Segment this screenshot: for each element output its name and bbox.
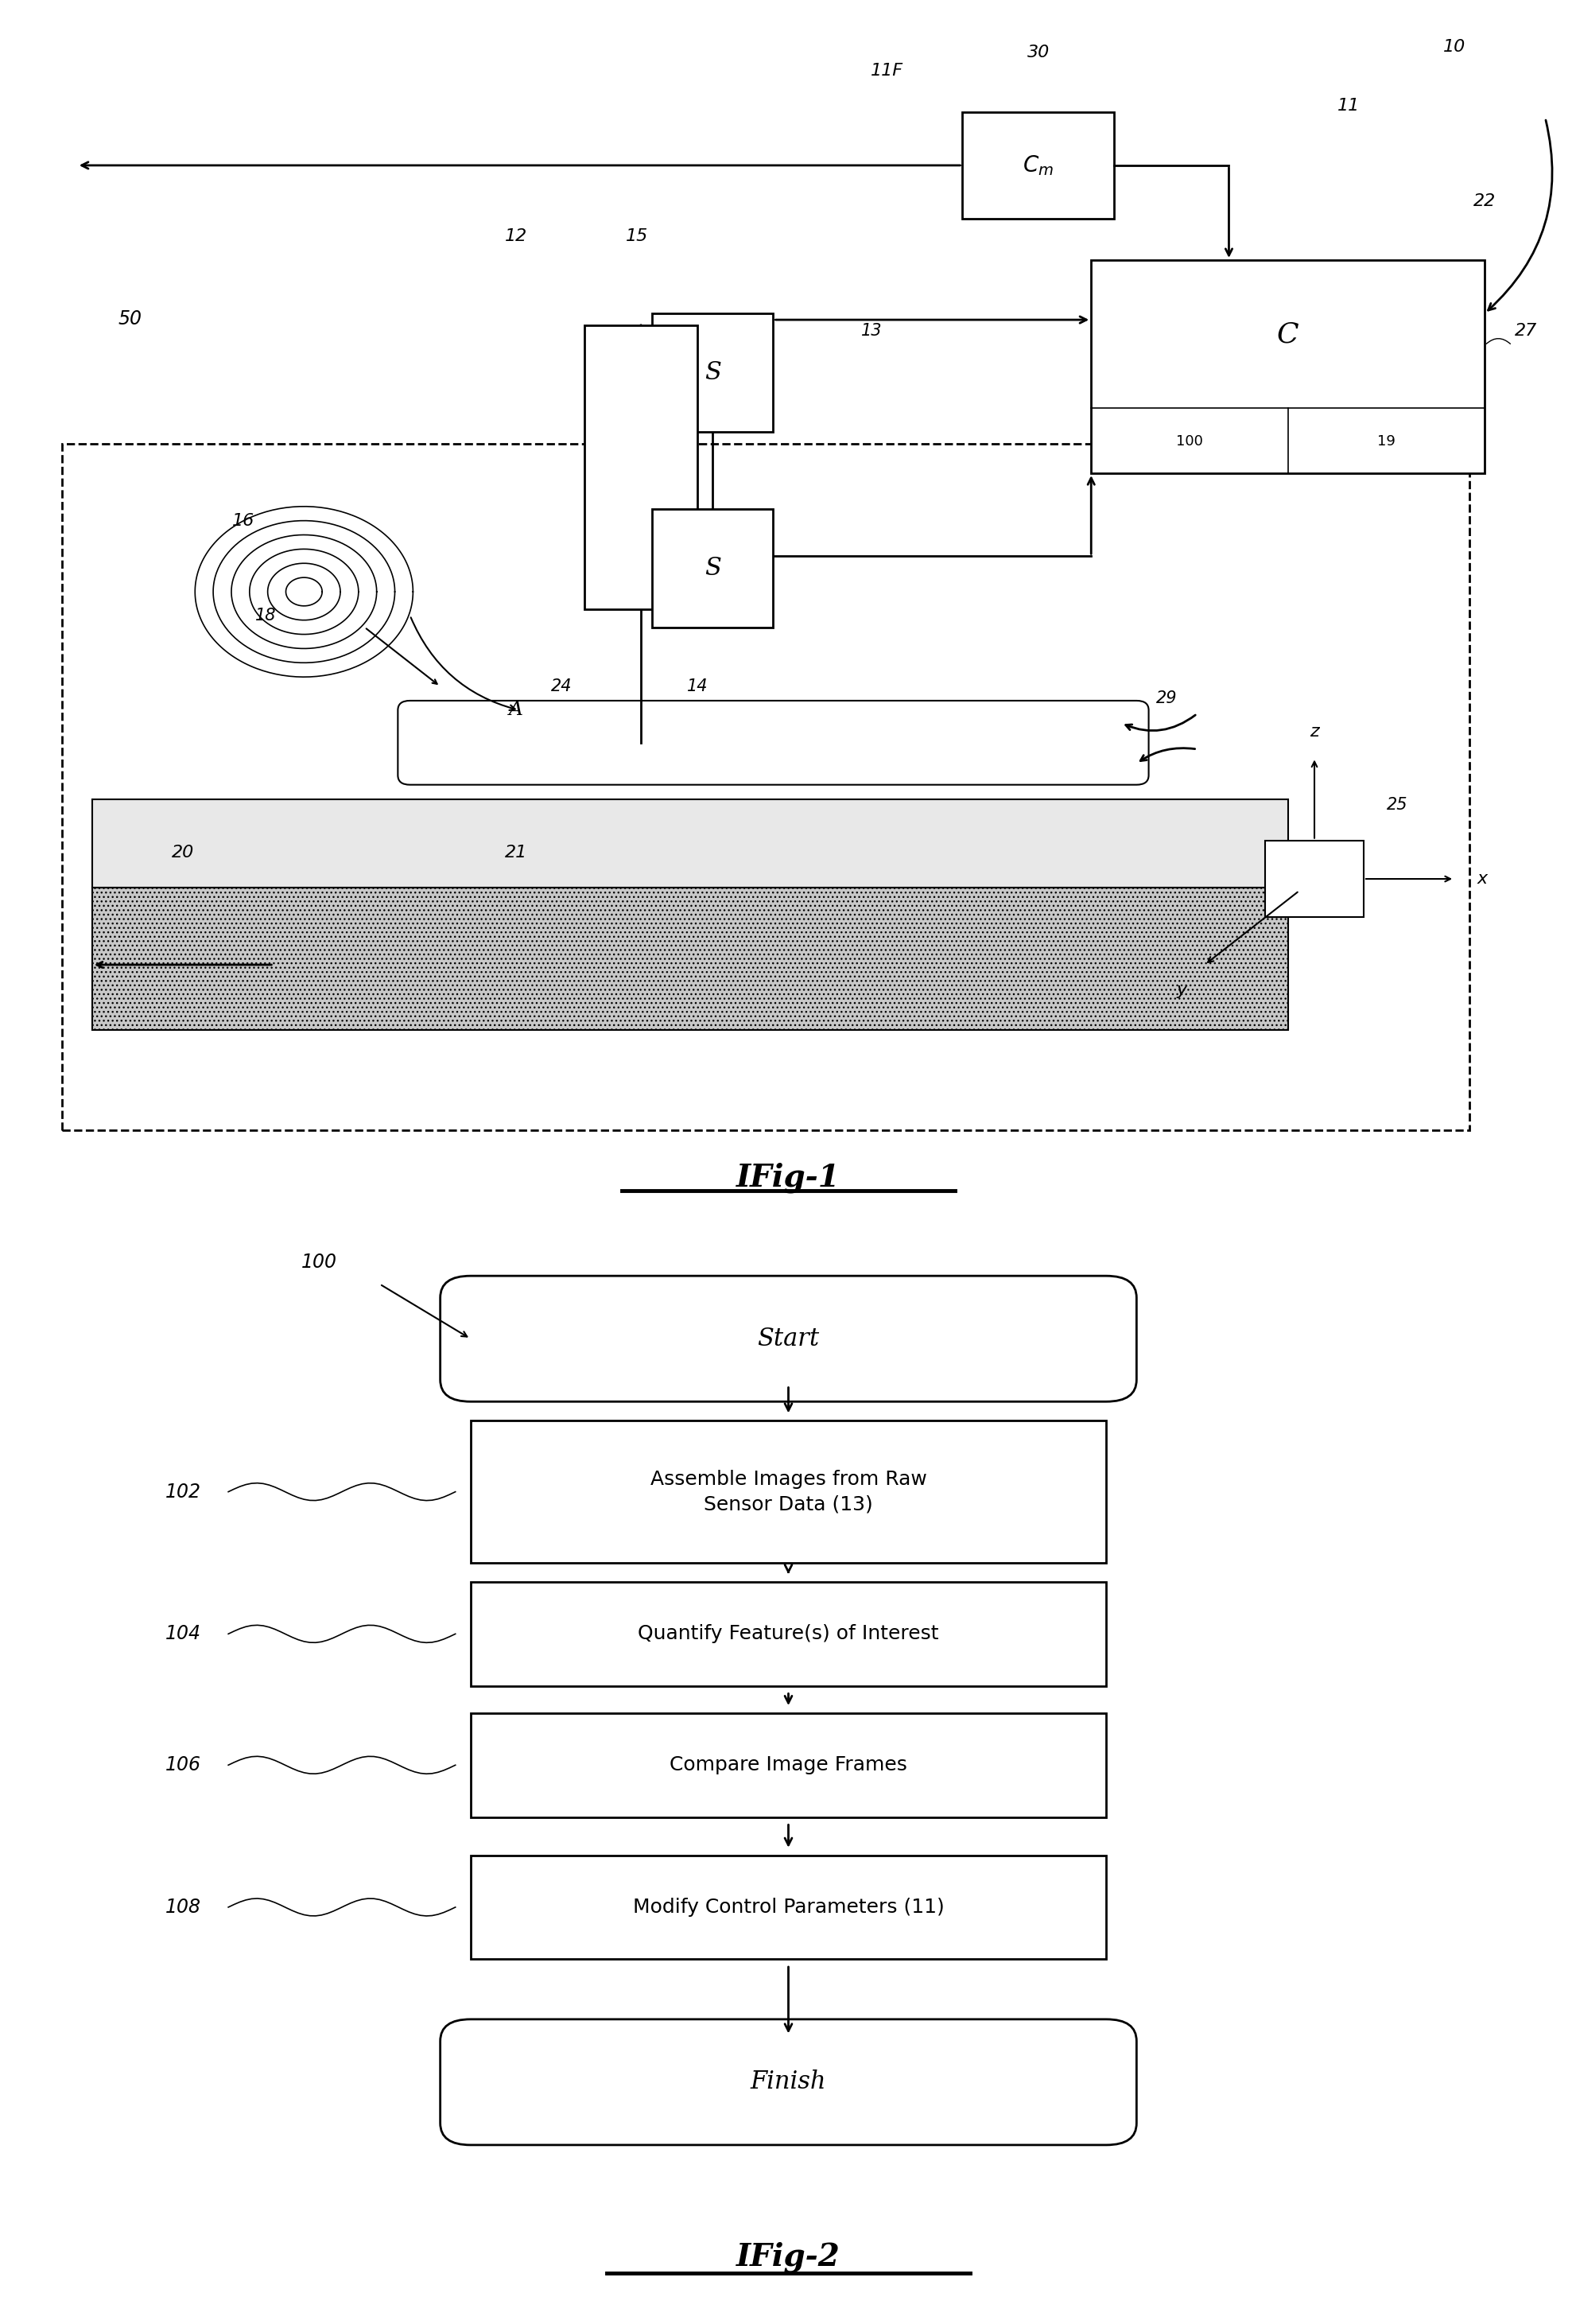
- Text: Finish: Finish: [750, 2071, 826, 2094]
- Text: 104: 104: [165, 1624, 200, 1643]
- FancyBboxPatch shape: [440, 1276, 1136, 1401]
- Text: Compare Image Frames: Compare Image Frames: [670, 1755, 906, 1776]
- Text: Start: Start: [756, 1327, 820, 1350]
- FancyBboxPatch shape: [1091, 260, 1485, 474]
- FancyBboxPatch shape: [470, 1855, 1106, 1959]
- Text: S: S: [704, 555, 720, 581]
- Text: 106: 106: [165, 1755, 200, 1776]
- Text: 11: 11: [1336, 98, 1359, 114]
- FancyBboxPatch shape: [397, 700, 1147, 786]
- Text: 22: 22: [1472, 193, 1496, 209]
- Text: 50: 50: [118, 309, 142, 330]
- FancyBboxPatch shape: [470, 1583, 1106, 1685]
- Text: y: y: [1176, 983, 1187, 999]
- Text: 15: 15: [626, 228, 648, 244]
- Text: 29: 29: [1155, 690, 1177, 706]
- FancyBboxPatch shape: [470, 1420, 1106, 1562]
- FancyBboxPatch shape: [583, 325, 697, 609]
- Text: 13: 13: [860, 323, 881, 339]
- Text: 14: 14: [687, 679, 708, 695]
- Text: 10: 10: [1442, 40, 1466, 56]
- Text: A: A: [509, 702, 523, 720]
- FancyBboxPatch shape: [91, 799, 1288, 888]
- Text: IFig-2: IFig-2: [736, 2243, 840, 2273]
- Text: 30: 30: [1026, 44, 1050, 60]
- Text: Assemble Images from Raw
Sensor Data (13): Assemble Images from Raw Sensor Data (13…: [649, 1469, 927, 1513]
- Text: 108: 108: [165, 1899, 200, 1917]
- FancyBboxPatch shape: [1264, 841, 1363, 918]
- FancyBboxPatch shape: [961, 112, 1113, 218]
- FancyBboxPatch shape: [91, 888, 1288, 1030]
- Text: IFig-1: IFig-1: [736, 1162, 840, 1192]
- FancyBboxPatch shape: [652, 509, 772, 627]
- Text: 100: 100: [301, 1253, 337, 1271]
- Text: z: z: [1310, 723, 1319, 739]
- Text: 25: 25: [1385, 797, 1407, 813]
- Text: 18: 18: [255, 607, 276, 623]
- Text: 19: 19: [1376, 435, 1395, 449]
- Text: 12: 12: [504, 228, 526, 244]
- Text: S: S: [704, 360, 720, 386]
- Text: x: x: [1477, 871, 1486, 888]
- Text: 11F: 11F: [870, 63, 903, 79]
- Text: 16: 16: [232, 514, 255, 528]
- FancyBboxPatch shape: [440, 2020, 1136, 2145]
- Text: 27: 27: [1515, 323, 1537, 339]
- Text: Quantify Feature(s) of Interest: Quantify Feature(s) of Interest: [638, 1624, 938, 1643]
- FancyBboxPatch shape: [470, 1713, 1106, 1817]
- FancyBboxPatch shape: [652, 314, 772, 432]
- Text: $C_m$: $C_m$: [1023, 153, 1053, 177]
- Text: C: C: [1277, 321, 1299, 349]
- Text: 21: 21: [504, 844, 526, 860]
- Text: 24: 24: [550, 679, 572, 695]
- Text: Modify Control Parameters (11): Modify Control Parameters (11): [632, 1899, 944, 1917]
- Text: 102: 102: [165, 1483, 200, 1501]
- Text: 100: 100: [1176, 435, 1202, 449]
- Text: 20: 20: [172, 844, 194, 860]
